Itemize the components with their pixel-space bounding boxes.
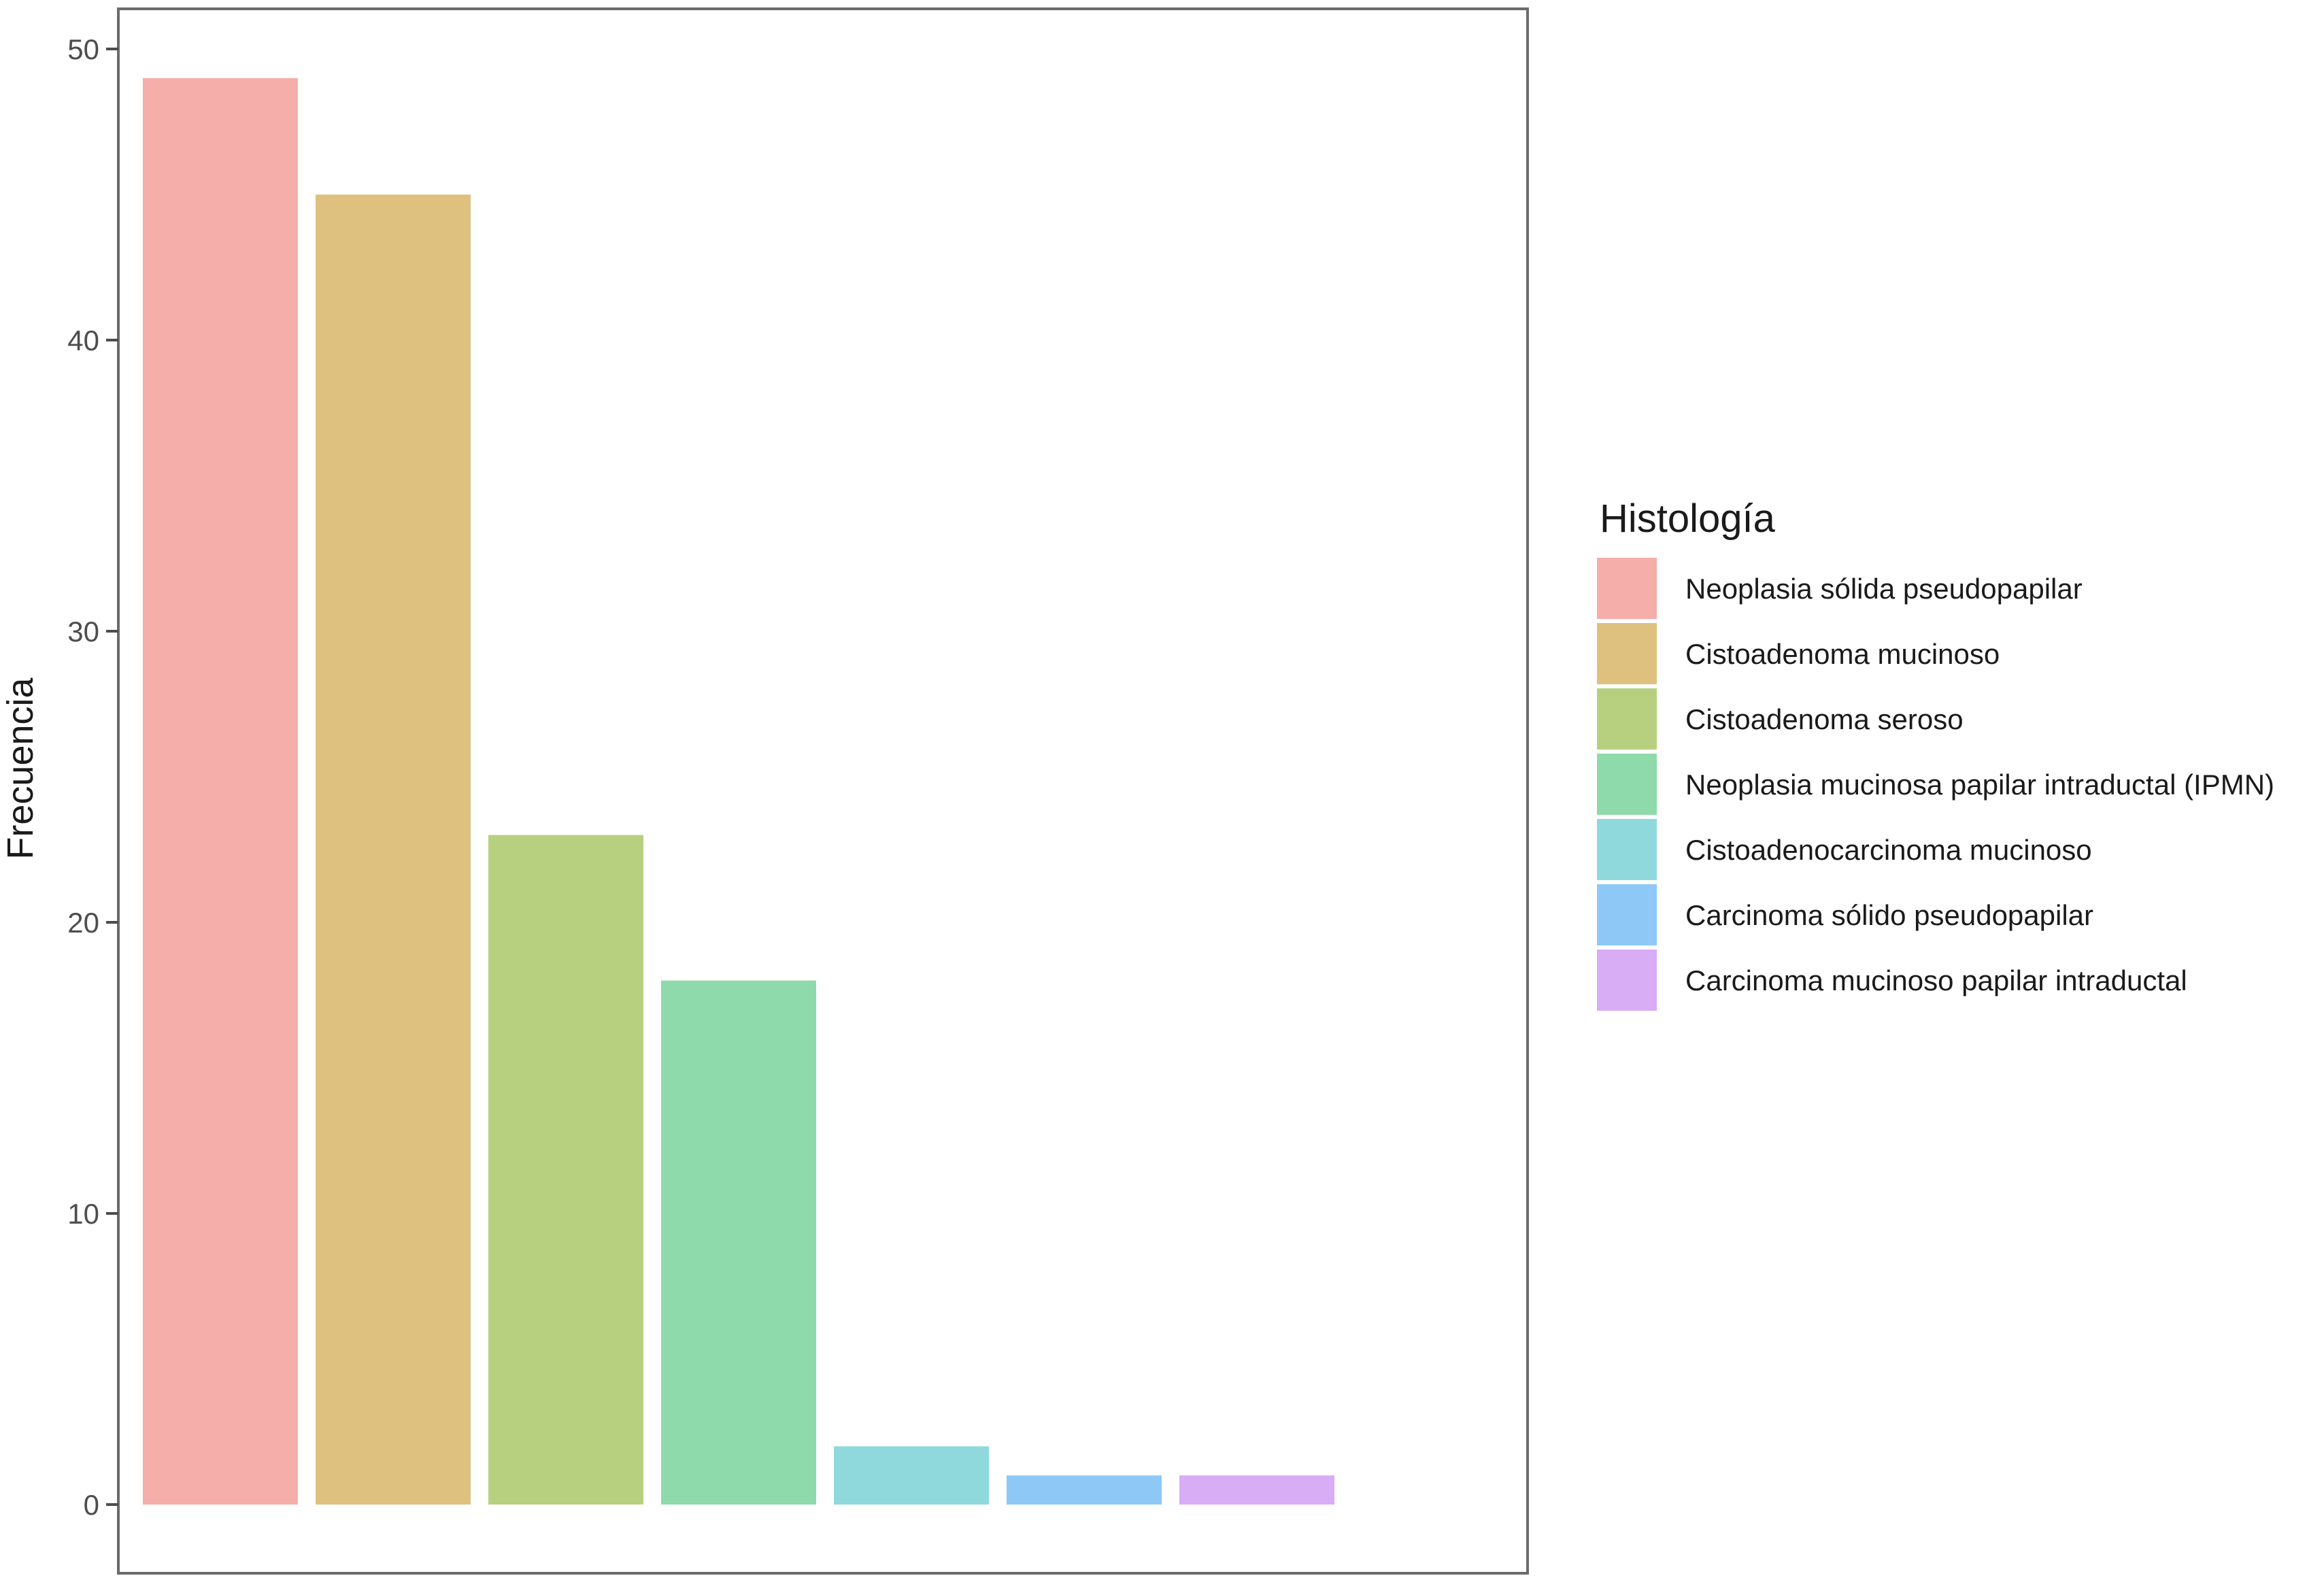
y-tick-label: 50: [67, 33, 99, 65]
legend-key: [1597, 623, 1657, 684]
legend-title: Histología: [1600, 497, 1776, 541]
bar: [488, 835, 643, 1505]
legend-label: Carcinoma sólido pseudopapilar: [1685, 899, 2093, 931]
legend-label: Cistoadenoma mucinoso: [1685, 638, 2000, 670]
bar: [661, 980, 816, 1505]
bar: [834, 1446, 989, 1505]
legend-label: Carcinoma mucinoso papilar intraductal: [1685, 964, 2187, 996]
y-tick-label: 0: [84, 1489, 99, 1521]
bar: [1007, 1475, 1162, 1505]
y-tick-label: 10: [67, 1198, 99, 1230]
legend-key: [1597, 950, 1657, 1011]
bar: [316, 195, 471, 1505]
legend-label: Cistoadenocarcinoma mucinoso: [1685, 834, 2092, 866]
legend-label: Cistoadenoma seroso: [1685, 703, 1964, 735]
bar: [1179, 1475, 1334, 1505]
legend-key: [1597, 754, 1657, 815]
legend-key: [1597, 688, 1657, 750]
y-axis: 0 10 20 30 40 50: [67, 33, 118, 1521]
legend-key: [1597, 884, 1657, 945]
y-axis-title: Frecuencia: [0, 677, 41, 859]
y-tick-label: 20: [67, 907, 99, 939]
y-tick-label: 30: [67, 616, 99, 648]
legend-key: [1597, 558, 1657, 619]
legend-label: Neoplasia mucinosa papilar intraductal (…: [1685, 769, 2274, 801]
legend-key: [1597, 819, 1657, 880]
bars: [143, 78, 1334, 1505]
legend: Neoplasia sólida pseudopapilar Cistoadeno…: [1597, 558, 2274, 1011]
legend-label: Neoplasia sólida pseudopapilar: [1685, 573, 2083, 605]
bar: [143, 78, 298, 1505]
y-tick-label: 40: [67, 324, 99, 356]
